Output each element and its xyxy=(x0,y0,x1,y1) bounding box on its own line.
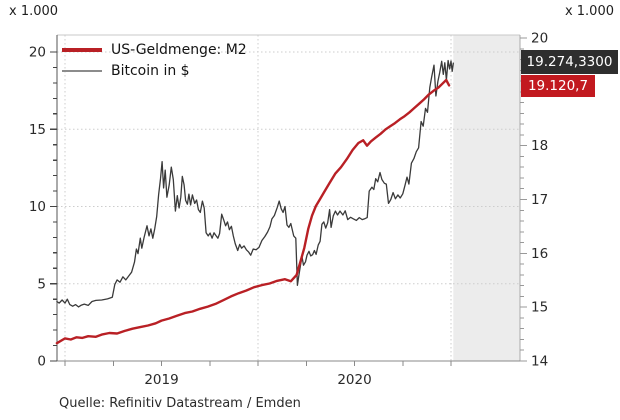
no-data-shade-region xyxy=(453,35,520,361)
right-axis-tick-labels: 14151617181920 xyxy=(531,31,548,370)
x-axis-year-label: 2019 xyxy=(144,372,178,388)
left-axis-unit-label: x 1.000 xyxy=(9,4,59,19)
m2-line-swatch xyxy=(62,47,102,52)
left-axis-tick-label: 10 xyxy=(29,199,46,215)
bitcoin-line-swatch xyxy=(62,69,102,72)
right-axis-tick-label: 18 xyxy=(531,138,548,154)
right-axis-tick-label: 14 xyxy=(531,354,548,370)
bitcoin-series-line xyxy=(56,59,454,308)
left-axis-tick-label: 15 xyxy=(29,122,46,138)
right-axis-tick-label: 15 xyxy=(531,300,548,316)
legend-item-m2: US-Geldmenge: M2 xyxy=(62,39,247,60)
left-axis-tick-label: 0 xyxy=(37,354,46,370)
right-axis-tick-label: 16 xyxy=(531,246,548,262)
left-axis-tick-label: 5 xyxy=(37,276,46,292)
x-axis-ticks xyxy=(64,361,452,366)
legend-label-bitcoin: Bitcoin in $ xyxy=(111,62,190,79)
axis-spines xyxy=(56,34,521,362)
x-axis-year-labels: 2019 2020 xyxy=(144,372,371,388)
source-attribution: Quelle: Refinitiv Datastream / Emden xyxy=(59,396,301,411)
right-axis-unit-label: x 1.000 xyxy=(564,4,614,19)
m2-series-line xyxy=(55,78,451,345)
left-axis-tick-labels: 0 5 10 15 20 xyxy=(29,45,46,370)
gridlines xyxy=(57,35,520,361)
left-axis-ticks xyxy=(50,51,57,362)
last-value-badge-bitcoin: 19.274,3300 xyxy=(521,50,618,74)
last-value-badge-m2: 19.120,7 xyxy=(521,75,595,97)
legend-label-m2: US-Geldmenge: M2 xyxy=(111,41,247,58)
x-axis-year-label: 2020 xyxy=(337,372,371,388)
left-axis-tick-label: 20 xyxy=(29,45,46,61)
right-axis-tick-label: 20 xyxy=(531,31,548,47)
legend-item-bitcoin: Bitcoin in $ xyxy=(62,60,247,81)
legend: US-Geldmenge: M2 Bitcoin in $ xyxy=(62,39,247,81)
right-axis-tick-label: 17 xyxy=(531,192,548,208)
